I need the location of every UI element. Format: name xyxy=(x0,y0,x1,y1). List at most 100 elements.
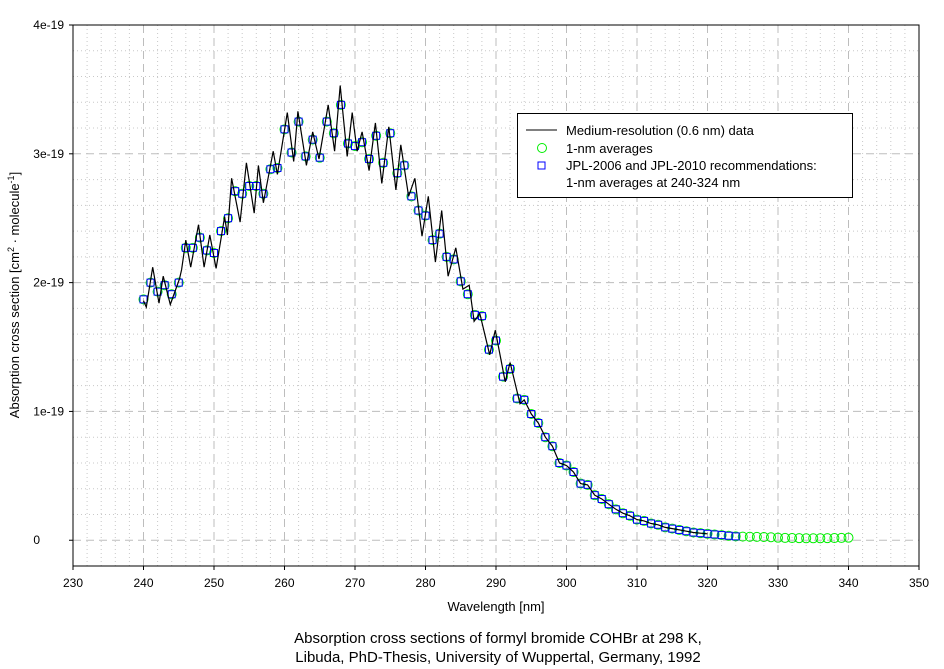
jpl-point xyxy=(217,227,226,236)
legend: Medium-resolution (0.6 nm) data 1-nm ave… xyxy=(517,113,853,198)
average-point xyxy=(533,418,544,429)
average-point xyxy=(780,532,791,543)
average-point xyxy=(815,533,826,544)
average-point xyxy=(758,532,769,543)
jpl-point xyxy=(597,495,606,504)
average-point xyxy=(335,99,346,110)
average-point xyxy=(801,533,812,544)
jpl-point xyxy=(407,192,416,201)
jpl-point xyxy=(358,138,367,147)
x-tick-label: 280 xyxy=(415,576,435,590)
average-point xyxy=(660,522,671,533)
jpl-point xyxy=(527,410,536,419)
x-tick-label: 350 xyxy=(909,576,929,590)
x-tick-label: 320 xyxy=(697,576,717,590)
x-tick-label: 330 xyxy=(768,576,788,590)
y-axis-label: Absorption cross section [cm2 · molecule… xyxy=(6,172,22,418)
average-point xyxy=(639,515,650,526)
average-point xyxy=(547,441,558,452)
jpl-point xyxy=(463,290,472,299)
jpl-point xyxy=(329,129,338,138)
jpl-point xyxy=(548,442,557,451)
chart-caption-line-2: Libuda, PhD-Thesis, University of Wupper… xyxy=(295,649,700,666)
average-point xyxy=(554,457,565,468)
average-point xyxy=(582,479,593,490)
average-point xyxy=(406,191,417,202)
legend-label-jpl-2: 1-nm averages at 240-324 nm xyxy=(566,175,740,190)
average-point xyxy=(836,532,847,543)
average-point xyxy=(744,531,755,542)
average-point xyxy=(730,531,741,542)
jpl-point xyxy=(534,419,543,428)
x-tick-label: 260 xyxy=(274,576,294,590)
legend-circle-swatch xyxy=(537,143,547,153)
average-point xyxy=(674,524,685,535)
jpl-point xyxy=(541,433,550,442)
average-point xyxy=(462,289,473,300)
average-point xyxy=(540,432,551,443)
average-point xyxy=(709,529,720,540)
legend-label-jpl: JPL-2006 and JPL-2010 recommendations: xyxy=(566,158,817,173)
average-point xyxy=(568,466,579,477)
medium-resolution-line xyxy=(142,85,708,535)
average-point xyxy=(829,533,840,544)
average-point xyxy=(328,128,339,139)
x-tick-label: 310 xyxy=(627,576,647,590)
average-point xyxy=(773,532,783,543)
jpl-point xyxy=(365,154,374,163)
y-tick-label: 0 xyxy=(33,533,40,547)
legend-label-averages: 1-nm averages xyxy=(566,141,653,156)
average-point xyxy=(321,116,332,127)
jpl-point xyxy=(604,500,613,509)
average-point xyxy=(646,518,657,529)
x-tick-label: 300 xyxy=(556,576,576,590)
jpl-point xyxy=(569,467,578,476)
average-point xyxy=(364,153,375,164)
x-tick-label: 270 xyxy=(345,576,365,590)
legend-box xyxy=(517,113,853,198)
plot-frame xyxy=(72,24,920,567)
average-point xyxy=(737,531,748,542)
jpl-point xyxy=(259,189,268,198)
average-point xyxy=(653,519,664,530)
data-marks xyxy=(138,85,854,544)
average-point xyxy=(681,526,692,537)
average-point xyxy=(723,530,734,541)
chart-caption-line-1: Absorption cross sections of formyl brom… xyxy=(294,630,702,647)
y-tick-label: 3e-19 xyxy=(33,147,64,161)
average-point xyxy=(794,533,805,544)
average-point xyxy=(519,394,530,405)
grid xyxy=(73,25,919,567)
average-point xyxy=(716,530,727,541)
average-point xyxy=(787,533,798,544)
average-point xyxy=(822,533,833,544)
y-tick-label: 1e-19 xyxy=(33,404,64,418)
average-point xyxy=(603,499,614,510)
jpl-point xyxy=(336,100,345,109)
average-point xyxy=(808,533,819,544)
jpl-point xyxy=(506,364,515,373)
average-point xyxy=(765,532,776,543)
jpl-point xyxy=(562,461,571,470)
jpl-point xyxy=(731,532,740,541)
y-tick-label: 4e-19 xyxy=(33,18,64,32)
legend-label-line: Medium-resolution (0.6 nm) data xyxy=(566,123,755,138)
x-axis-label: Wavelength [nm] xyxy=(447,599,544,614)
x-tick-label: 340 xyxy=(838,576,858,590)
average-point xyxy=(751,531,762,542)
axis-ticks: 230 240 250 260 270 280 290 300 310 320 330 340 350 0… xyxy=(33,18,929,590)
jpl-point xyxy=(520,395,529,404)
jpl-point xyxy=(308,135,317,144)
average-point xyxy=(575,478,586,489)
average-point xyxy=(561,460,572,471)
average-point xyxy=(843,532,854,543)
jpl-point xyxy=(188,243,197,252)
x-tick-label: 240 xyxy=(133,576,153,590)
average-point xyxy=(526,409,537,420)
x-tick-label: 250 xyxy=(204,576,224,590)
x-tick-label: 290 xyxy=(486,576,506,590)
legend-square-swatch xyxy=(537,161,546,170)
average-point xyxy=(173,277,184,288)
y-tick-label: 2e-19 xyxy=(33,276,64,290)
